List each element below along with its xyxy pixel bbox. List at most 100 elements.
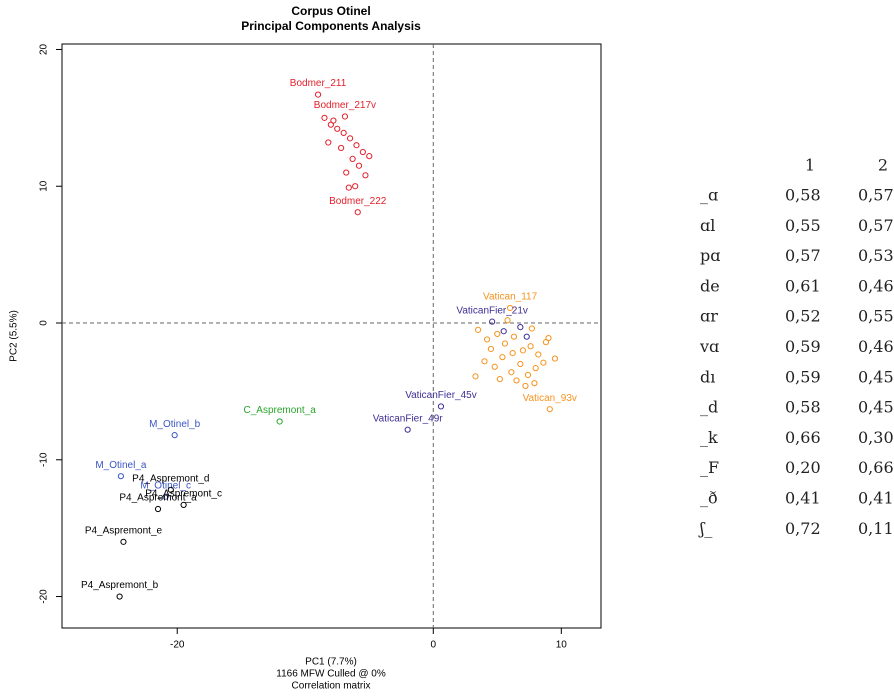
point [314, 91, 322, 98]
point [437, 403, 445, 410]
table-cell: 0,45 [858, 367, 894, 386]
point [551, 355, 559, 362]
point [483, 336, 491, 343]
table-cell: ɑl [700, 216, 715, 235]
point [481, 358, 488, 365]
table-cell: dı [700, 367, 715, 386]
point [517, 324, 524, 331]
point-label: P4_Aspremont_e [85, 525, 163, 536]
point-label: C_Aspremont_a [244, 405, 317, 416]
x-axis-label: PC1 (7.7%) [305, 657, 357, 668]
point [491, 363, 498, 370]
table-cell: 0,66 [858, 458, 894, 477]
point [345, 184, 352, 191]
point [346, 135, 354, 142]
y-tick-label: 20 [39, 43, 50, 55]
x-tick-label: -20 [170, 640, 185, 651]
point-label: P4_Aspremont_a [119, 493, 197, 504]
point-label: Bodmer_222 [329, 196, 387, 207]
point [524, 371, 532, 379]
table-cell: 0,11 [858, 519, 894, 538]
point [341, 113, 349, 120]
y-tick-label: -20 [39, 589, 50, 604]
table-cell: 0,61 [785, 276, 821, 295]
point-label: P4_Aspremont_b [81, 580, 159, 591]
table-cell: 0,59 [785, 337, 821, 356]
point [171, 432, 178, 439]
point [353, 142, 360, 149]
point [354, 209, 361, 216]
point [494, 330, 501, 338]
point-label: M_Otinel_c [140, 480, 191, 491]
point [528, 325, 535, 332]
point [508, 369, 515, 376]
point-label: VaticanFier_45v [405, 390, 477, 401]
point [366, 153, 373, 160]
table-cell: 0,57 [858, 216, 894, 235]
point [535, 351, 542, 358]
x-tick-label: 10 [556, 640, 568, 651]
table-cell: _F [700, 458, 719, 477]
point-label: Bodmer_217v [314, 100, 376, 111]
point-label: P4_Aspremont_c [145, 489, 222, 500]
note: Correlation matrix [292, 681, 371, 692]
point-label: P4_Aspremont_d [132, 474, 209, 485]
point [510, 333, 518, 340]
point [513, 377, 520, 384]
table-cell: 0,58 [785, 186, 821, 205]
point [334, 125, 341, 132]
point [276, 418, 283, 425]
point [355, 162, 363, 169]
point [504, 317, 511, 324]
table-cell: 0,58 [785, 398, 821, 417]
point [340, 129, 347, 136]
table-cell: 0,30 [858, 428, 894, 447]
point [545, 334, 552, 342]
point [506, 304, 514, 312]
point-label: VaticanFier_21v [456, 305, 528, 316]
table-cell: 0,41 [785, 489, 821, 508]
y-tick-label: 10 [39, 180, 50, 192]
table-cell: 0,55 [858, 307, 894, 326]
y-axis-label: PC2 (5.5%) [9, 310, 20, 362]
y-tick-label: 0 [39, 320, 50, 326]
table-cell: 0,55 [785, 216, 821, 235]
plot-frame [61, 43, 602, 629]
chart-subtitle: Principal Components Analysis [241, 19, 421, 33]
point [325, 139, 332, 146]
point [519, 347, 527, 354]
point [527, 343, 534, 350]
point [154, 505, 162, 513]
point [499, 354, 506, 361]
x-tick-label: 0 [431, 640, 437, 651]
point [343, 169, 350, 176]
point [517, 360, 524, 368]
point [501, 340, 509, 347]
point [532, 365, 539, 372]
table-cell: 0,59 [785, 367, 821, 386]
point-label: M_Otinel_b [149, 419, 201, 430]
point [489, 318, 496, 325]
table-cell: pɑ [700, 246, 720, 265]
table-cell: ɑr [700, 307, 718, 326]
point [116, 593, 123, 600]
note: 1166 MFW Culled @ 0% [276, 669, 386, 680]
point [338, 144, 345, 152]
point [496, 375, 503, 383]
point-label: Bodmer_211 [290, 78, 347, 89]
table-cell: 0,46 [858, 337, 894, 356]
point [162, 493, 169, 500]
point [487, 345, 494, 353]
point [362, 172, 369, 179]
chart-title: Corpus Otinel [291, 4, 370, 18]
point-label: M_Otinel_a [95, 460, 147, 471]
point [474, 326, 482, 333]
point [167, 486, 174, 493]
point [117, 473, 124, 480]
table-cell: 0,52 [785, 307, 821, 326]
point [359, 148, 366, 156]
point [531, 380, 538, 387]
point [352, 183, 359, 190]
point [321, 114, 328, 121]
